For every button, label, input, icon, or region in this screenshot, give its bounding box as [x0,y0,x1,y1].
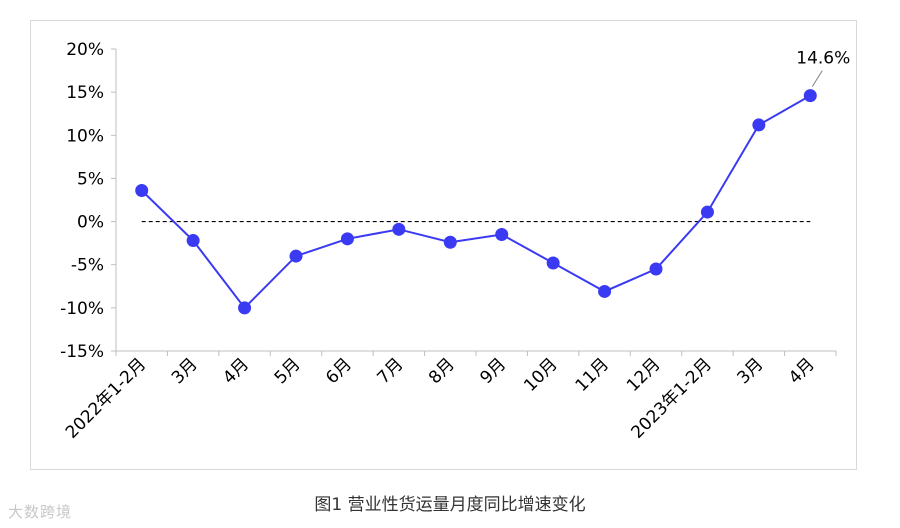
data-point [803,89,817,103]
data-point [186,234,200,248]
data-point [700,205,714,219]
watermark-logo: 大数跨境 [8,503,73,521]
chart-frame: 20% 15% 10% 5% 0% -5% -10% -15% 2022年1-2月 3月 4月 5月 6… [30,20,857,470]
x-tick-label: 6月 [322,354,356,388]
x-tick-label: 8月 [425,354,459,388]
x-tick-label: 12月 [623,354,664,395]
data-point [752,118,766,132]
data-point [238,301,252,315]
y-tick-label: 0% [77,213,104,233]
data-point [392,222,406,236]
y-tick-label: 5% [77,169,104,189]
y-tick-label: 20% [66,40,104,60]
y-tick-label: -10% [60,299,104,319]
y-tick-label: -5% [71,256,104,276]
data-point [443,235,457,249]
series-line [141,94,811,310]
x-tick-label: 4月 [785,354,819,388]
data-point [340,232,354,246]
data-point [289,249,303,263]
data-point [598,284,612,298]
data-label: 14.6% [796,49,850,69]
x-tick-label: 3月 [168,354,202,388]
x-tick-label: 3月 [734,354,768,388]
y-tick-label: 10% [66,126,104,146]
x-tick-label: 10月 [520,354,561,395]
x-tick-label: 7月 [374,354,408,388]
y-tick-label: -15% [60,342,104,362]
data-point [649,262,663,276]
data-point [495,228,509,242]
line-chart: 20% 15% 10% 5% 0% -5% -10% -15%2022年1-2月 3月 4月 5月 6… [60,40,850,443]
data-point [546,256,560,270]
x-tick-label: 5月 [271,354,305,388]
y-tick-label: 15% [66,83,104,103]
data-point [135,184,149,198]
x-tick-label: 11月 [572,354,613,395]
figure-caption: 图1 营业性货运量月度同比增速变化 [314,495,586,515]
annotation-leader [811,70,823,87]
x-tick-label: 4月 [219,354,253,388]
x-tick-label: 2022年1-2月 [62,354,150,442]
x-tick-label: 9月 [476,354,510,388]
